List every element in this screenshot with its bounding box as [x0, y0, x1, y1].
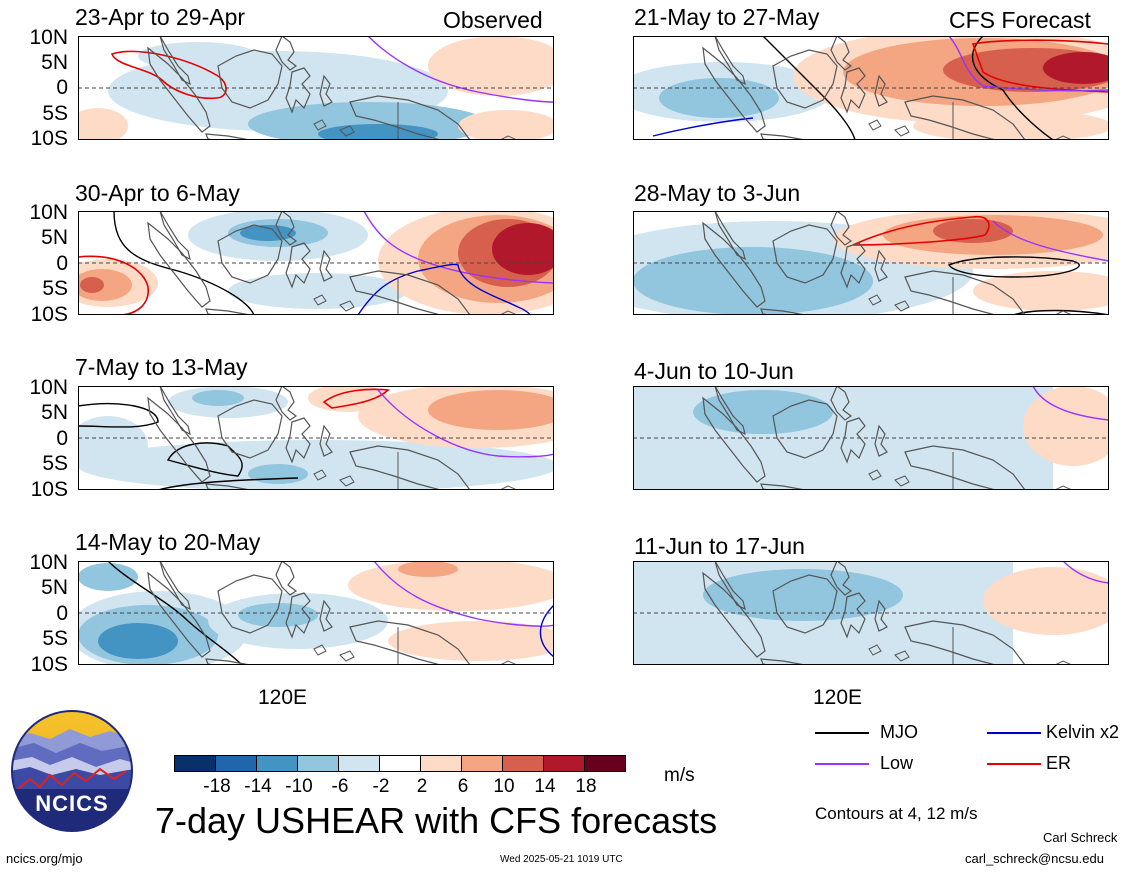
lat-tick: 10S — [30, 303, 68, 326]
legend-label-er: ER — [1046, 753, 1072, 773]
colorbar-swatch — [215, 755, 257, 772]
map-panel-fc-2 — [633, 211, 1109, 315]
main-title: 7-day USHEAR with CFS forecasts — [155, 800, 718, 841]
lat-tick: 0 — [56, 427, 68, 450]
legend-line-er — [987, 763, 1041, 765]
map-panel-fc-1 — [633, 36, 1109, 140]
colorbar-swatch — [543, 755, 585, 772]
panel-title-obs-3: 7-May to 13-May — [75, 354, 248, 380]
panel-title-fc-1: 21-May to 27-May — [634, 4, 820, 30]
lat-tick: 5S — [42, 452, 68, 475]
panel-title-obs-2: 30-Apr to 6-May — [75, 180, 240, 206]
logo-text: NCICS — [35, 791, 108, 816]
colorbar-swatch — [338, 755, 380, 772]
colorbar-swatch — [297, 755, 339, 772]
colorbar-swatch — [174, 755, 216, 772]
legend-label-low: Low — [880, 753, 914, 773]
panel-title-fc-2: 28-May to 3-Jun — [634, 180, 801, 206]
contours-note: Contours at 4, 12 m/s — [815, 804, 978, 823]
map-panel-obs-2 — [78, 211, 554, 315]
map-panel-obs-1 — [78, 36, 554, 140]
legend-line-kelvin — [987, 732, 1041, 734]
legend-line-low — [815, 763, 869, 765]
lat-tick: 5S — [42, 277, 68, 300]
cfs-forecast-header: CFS Forecast — [949, 7, 1091, 33]
map-panel-obs-3 — [78, 386, 554, 490]
colorbar-label: 10 — [493, 776, 515, 797]
colorbar-swatch — [502, 755, 544, 772]
legend-label-kelvin: Kelvin x2 — [1046, 722, 1120, 742]
lat-tick: 5S — [42, 627, 68, 650]
colorbar-label: 2 — [416, 776, 428, 797]
colorbar-swatch — [461, 755, 503, 772]
lon-label-right: 120E — [813, 686, 863, 709]
colorbar-swatch — [420, 755, 462, 772]
colorbar-label: -2 — [372, 776, 390, 797]
lat-tick: 10S — [30, 653, 68, 676]
ncics-logo: NCICS — [11, 710, 133, 832]
lat-tick: 10S — [30, 478, 68, 501]
footer-timestamp: Wed 2025-05-21 1019 UTC — [500, 854, 623, 865]
map-panel-fc-3 — [633, 386, 1109, 490]
colorbar-label: -18 — [203, 776, 231, 797]
legend-label-mjo: MJO — [880, 722, 918, 742]
lat-tick: 5N — [41, 401, 68, 424]
panel-title-fc-4: 11-Jun to 17-Jun — [634, 533, 805, 559]
footer-author: Carl Schreck — [1043, 830, 1118, 845]
colorbar-label: 18 — [575, 776, 597, 797]
panel-title-obs-4: 14-May to 20-May — [75, 529, 261, 555]
colorbar-label: 6 — [457, 776, 469, 797]
observed-header: Observed — [443, 7, 543, 33]
colorbar-swatch — [256, 755, 298, 772]
panel-title-fc-3: 4-Jun to 10-Jun — [634, 358, 794, 384]
lat-tick: 10N — [29, 26, 68, 49]
lat-tick: 0 — [56, 602, 68, 625]
lat-tick: 0 — [56, 76, 68, 99]
lat-tick: 5N — [41, 51, 68, 74]
lat-tick: 10S — [30, 127, 68, 150]
colorbar-label: -6 — [331, 776, 349, 797]
lat-tick: 10N — [29, 376, 68, 399]
lat-tick: 5S — [42, 102, 68, 125]
legend-line-mjo — [815, 732, 869, 734]
map-panel-fc-4 — [633, 561, 1109, 665]
colorbar-label: 14 — [534, 776, 556, 797]
lat-tick: 0 — [56, 252, 68, 275]
footer-url: ncics.org/mjo — [6, 851, 83, 866]
lon-label-left: 120E — [258, 686, 308, 709]
colorbar-unit: m/s — [664, 765, 695, 786]
colorbar-label: -10 — [285, 776, 313, 797]
colorbar-swatch — [584, 755, 626, 772]
lat-tick: 5N — [41, 226, 68, 249]
colorbar-swatch — [379, 755, 421, 772]
footer-email: carl_schreck@ncsu.edu — [965, 851, 1104, 866]
lat-tick: 10N — [29, 551, 68, 574]
colorbar-label: -14 — [244, 776, 272, 797]
lat-tick: 10N — [29, 201, 68, 224]
map-panel-obs-4 — [78, 561, 554, 665]
lat-tick: 5N — [41, 576, 68, 599]
panel-title-obs-1: 23-Apr to 29-Apr — [75, 4, 246, 30]
